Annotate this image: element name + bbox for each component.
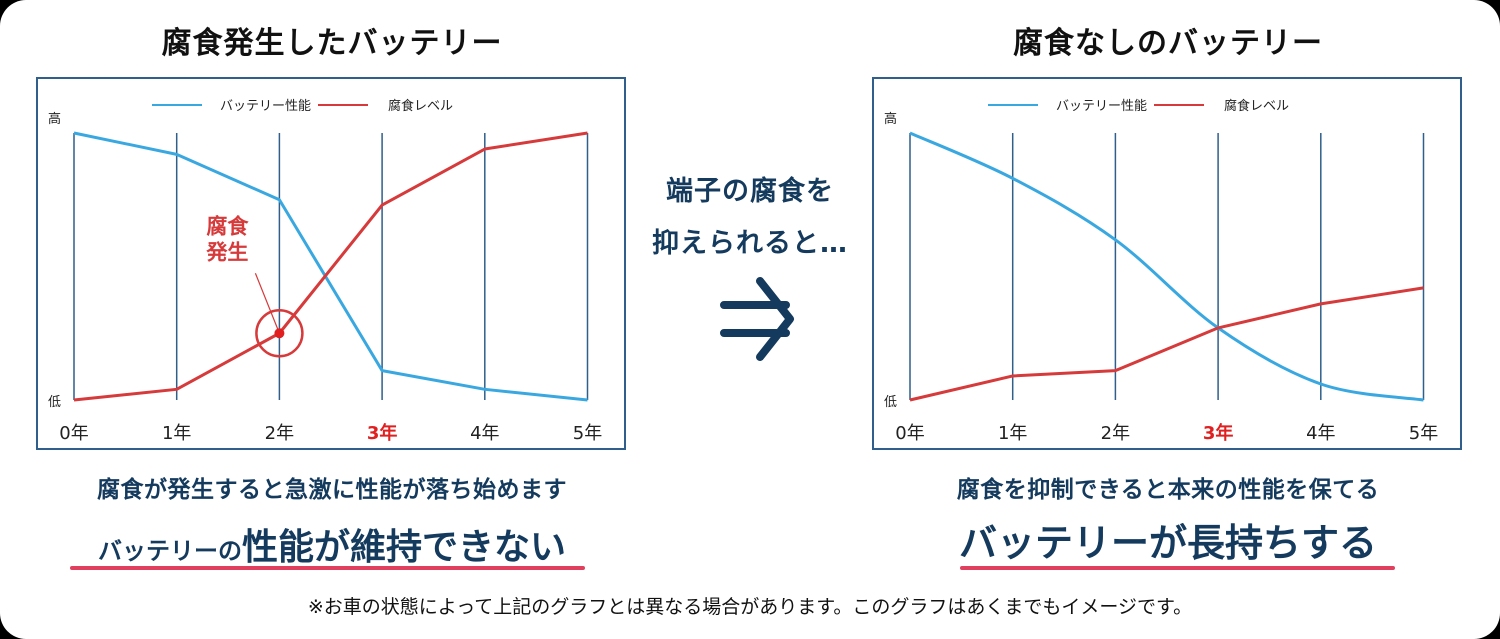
annotation-label-line1: 腐食 (206, 214, 249, 238)
legend-corrosion-label: 腐食レベル (1224, 98, 1289, 114)
x-tick-label: 1年 (998, 423, 1027, 444)
left-underline (70, 566, 585, 570)
annotation-dot (274, 328, 285, 339)
performance-line (73, 131, 588, 402)
legend-corrosion-label: 腐食レベル (388, 98, 453, 114)
right-panel-title: 腐食なしのバッテリー (1013, 26, 1323, 61)
x-tick-label: 5年 (1409, 423, 1438, 444)
x-tick-label: 4年 (470, 423, 499, 444)
middle-line-2: 抑えられると… (652, 228, 848, 259)
left-caption: 腐食が発生すると急激に性能が落ち始めます (97, 477, 567, 503)
right-caption: 腐食を抑制できると本来の性能を保てる (956, 477, 1380, 503)
annotation-pointer-line (254, 273, 280, 334)
x-tick-label: 3年 (1203, 422, 1234, 444)
left-panel-title: 腐食発生したバッテリー (161, 26, 503, 61)
performance-line (909, 131, 1424, 402)
right-headline: バッテリーが長持ちする (958, 521, 1377, 565)
y-axis-high-label: 高 (884, 111, 897, 127)
x-tick-label: 0年 (59, 423, 88, 444)
left-chart: バッテリー性能 腐食レベル高低 0年 1年 2年 3年 4年 5年 腐食 発生 (36, 77, 626, 450)
legend-performance-label: バッテリー性能 (220, 99, 311, 114)
corrosion-line (909, 286, 1424, 402)
x-tick-label: 3年 (367, 422, 398, 444)
footnote: ※お車の状態によって上記のグラフとは異なる場合があります。このグラフはあくまでも… (307, 596, 1193, 618)
corrosion-line (73, 131, 588, 402)
left-headline-small: バッテリーの (97, 537, 242, 565)
left-headline: バッテリーの性能が維持できない (0, 518, 664, 570)
x-tick-label: 0年 (895, 423, 924, 444)
x-tick-label: 1年 (162, 423, 191, 444)
middle-message: 端子の腐食を 抑えられると… (625, 166, 875, 270)
middle-line-1: 端子の腐食を (666, 176, 834, 207)
y-axis-low-label: 低 (884, 395, 897, 410)
left-headline-big: 性能が維持できない (241, 527, 566, 568)
right-underline (960, 566, 1395, 570)
x-tick-label: 2年 (1101, 423, 1130, 444)
y-axis-high-label: 高 (48, 111, 61, 127)
double-right-arrow-icon (720, 277, 794, 361)
x-tick-label: 2年 (265, 423, 294, 444)
right-chart: バッテリー性能 腐食レベル高低 0年 1年 2年 3年 4年 5年 (872, 77, 1462, 450)
x-tick-label: 5年 (573, 423, 602, 444)
annotation-label-line2: 発生 (205, 240, 248, 264)
annotation-circle (255, 309, 304, 358)
x-tick-label: 4年 (1306, 423, 1335, 444)
y-axis-low-label: 低 (48, 395, 61, 410)
legend-performance-label: バッテリー性能 (1056, 99, 1147, 114)
